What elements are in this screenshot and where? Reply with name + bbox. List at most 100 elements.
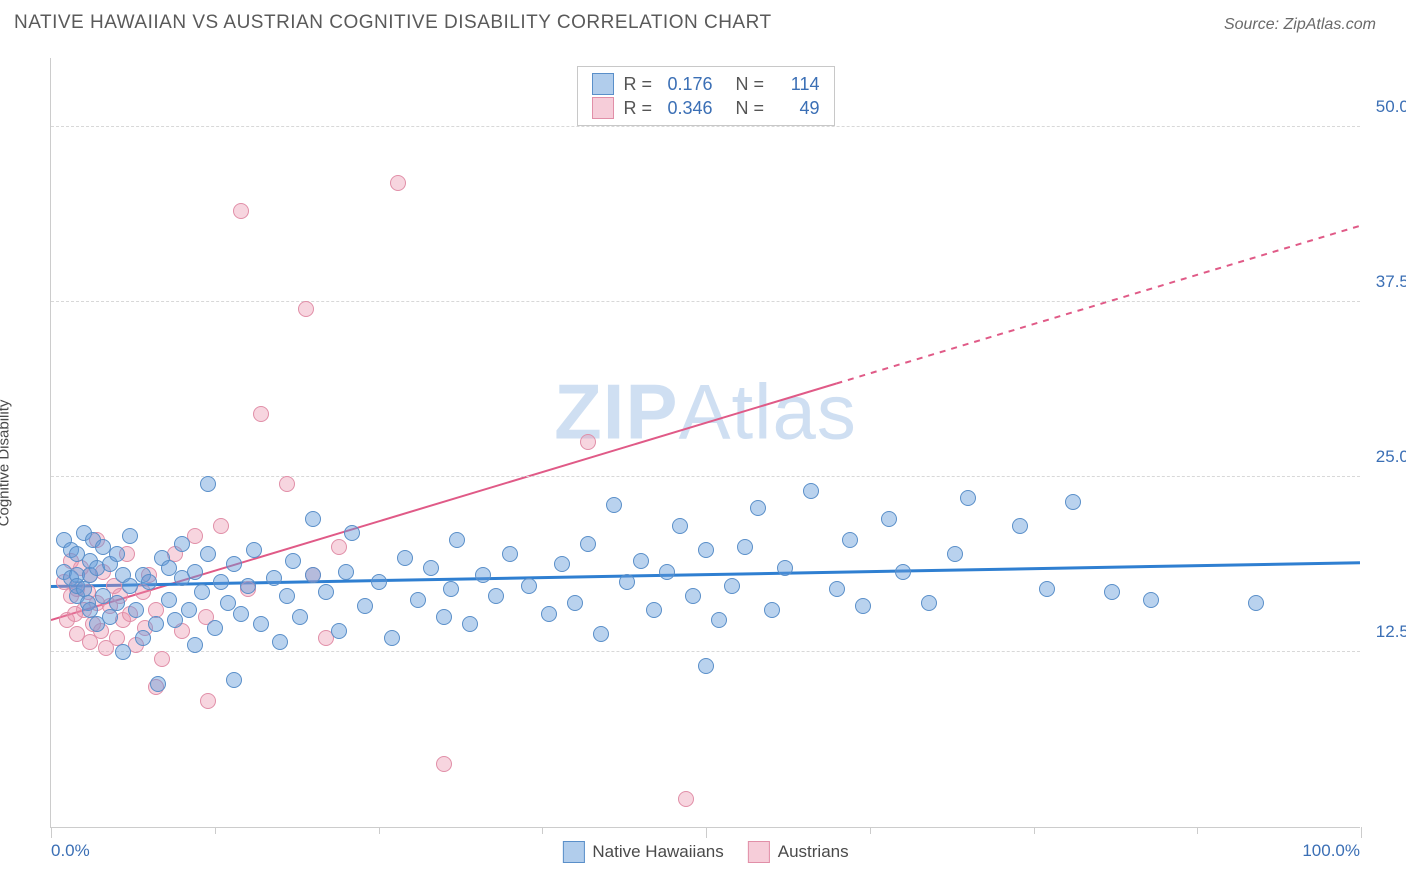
austrian-point	[253, 406, 269, 422]
hawaiian-point	[606, 497, 622, 513]
hawaiian-point	[698, 542, 714, 558]
hawaiian-point	[475, 567, 491, 583]
hawaiian-point	[148, 616, 164, 632]
hawaiian-point	[895, 564, 911, 580]
legend-swatch-icon	[592, 97, 614, 119]
plot-area: ZIPAtlas R =0.176N =114R =0.346N =49 Nat…	[50, 58, 1360, 828]
hawaiian-point	[194, 584, 210, 600]
legend-item: Native Hawaiians	[562, 841, 723, 863]
hawaiian-point	[226, 556, 242, 572]
hawaiian-point	[960, 490, 976, 506]
hawaiian-point	[305, 511, 321, 527]
hawaiian-point	[593, 626, 609, 642]
hawaiian-point	[109, 595, 125, 611]
series-legend: Native Hawaiians Austrians	[562, 841, 848, 863]
hawaiian-point	[698, 658, 714, 674]
y-axis-label: Cognitive Disability	[0, 400, 13, 527]
x-tick-minor	[215, 827, 216, 834]
hawaiian-point	[122, 528, 138, 544]
hawaiian-point	[521, 578, 537, 594]
hawaiian-point	[253, 616, 269, 632]
hawaiian-point	[181, 602, 197, 618]
x-tick-major	[51, 827, 52, 838]
x-tick-minor	[379, 827, 380, 834]
hawaiian-point	[371, 574, 387, 590]
stat-r-value: 0.346	[668, 98, 726, 119]
chart-title: NATIVE HAWAIIAN VS AUSTRIAN COGNITIVE DI…	[14, 12, 772, 34]
hawaiian-point	[443, 581, 459, 597]
gridline	[51, 301, 1360, 302]
hawaiian-point	[567, 595, 583, 611]
hawaiian-point	[174, 536, 190, 552]
hawaiian-point	[1143, 592, 1159, 608]
austrian-point	[213, 518, 229, 534]
hawaiian-point	[246, 542, 262, 558]
hawaiian-point	[187, 564, 203, 580]
hawaiian-point	[541, 606, 557, 622]
hawaiian-point	[213, 574, 229, 590]
hawaiian-point	[803, 483, 819, 499]
hawaiian-point	[226, 672, 242, 688]
y-tick-label: 50.0%	[1376, 97, 1406, 117]
hawaiian-point	[554, 556, 570, 572]
stat-n-value: 114	[780, 74, 820, 95]
stat-r-key: R =	[624, 98, 658, 119]
hawaiian-point	[947, 546, 963, 562]
legend-label: Austrians	[778, 842, 849, 862]
hawaiian-point	[685, 588, 701, 604]
legend-label: Native Hawaiians	[592, 842, 723, 862]
hawaiian-point	[1039, 581, 1055, 597]
hawaiian-point	[233, 606, 249, 622]
hawaiian-point	[331, 623, 347, 639]
hawaiian-point	[150, 676, 166, 692]
hawaiian-point	[1012, 518, 1028, 534]
hawaiian-point	[187, 637, 203, 653]
hawaiian-point	[750, 500, 766, 516]
hawaiian-point	[266, 570, 282, 586]
hawaiian-point	[410, 592, 426, 608]
hawaiian-point	[921, 595, 937, 611]
hawaiian-point	[764, 602, 780, 618]
hawaiian-point	[141, 574, 157, 590]
hawaiian-point	[115, 644, 131, 660]
hawaiian-point	[423, 560, 439, 576]
hawaiian-point	[338, 564, 354, 580]
hawaiian-point	[646, 602, 662, 618]
hawaiian-point	[397, 550, 413, 566]
hawaiian-point	[1248, 595, 1264, 611]
x-tick-minor	[1197, 827, 1198, 834]
stat-n-key: N =	[736, 74, 770, 95]
gridline	[51, 476, 1360, 477]
austrian-point	[390, 175, 406, 191]
hawaiian-point	[102, 609, 118, 625]
hawaiian-point	[855, 598, 871, 614]
legend-swatch-icon	[592, 73, 614, 95]
hawaiian-point	[502, 546, 518, 562]
x-tick-label: 0.0%	[51, 841, 90, 861]
hawaiian-point	[279, 588, 295, 604]
stat-n-key: N =	[736, 98, 770, 119]
austrian-point	[200, 693, 216, 709]
x-tick-minor	[542, 827, 543, 834]
legend-swatch-icon	[562, 841, 584, 863]
hawaiian-point	[285, 553, 301, 569]
hawaiian-point	[711, 612, 727, 628]
y-tick-label: 37.5%	[1376, 272, 1406, 292]
hawaiian-point	[240, 578, 256, 594]
austrian-point	[331, 539, 347, 555]
austrian-point	[678, 791, 694, 807]
hawaiian-point	[619, 574, 635, 590]
watermark: ZIPAtlas	[554, 366, 857, 457]
hawaiian-point	[580, 536, 596, 552]
hawaiian-point	[384, 630, 400, 646]
hawaiian-point	[128, 602, 144, 618]
hawaiian-point	[305, 567, 321, 583]
hawaiian-point	[633, 553, 649, 569]
austrian-point	[154, 651, 170, 667]
hawaiian-point	[207, 620, 223, 636]
hawaiian-point	[292, 609, 308, 625]
legend-item: Austrians	[748, 841, 849, 863]
hawaiian-point	[318, 584, 334, 600]
hawaiian-point	[659, 564, 675, 580]
x-tick-minor	[1034, 827, 1035, 834]
